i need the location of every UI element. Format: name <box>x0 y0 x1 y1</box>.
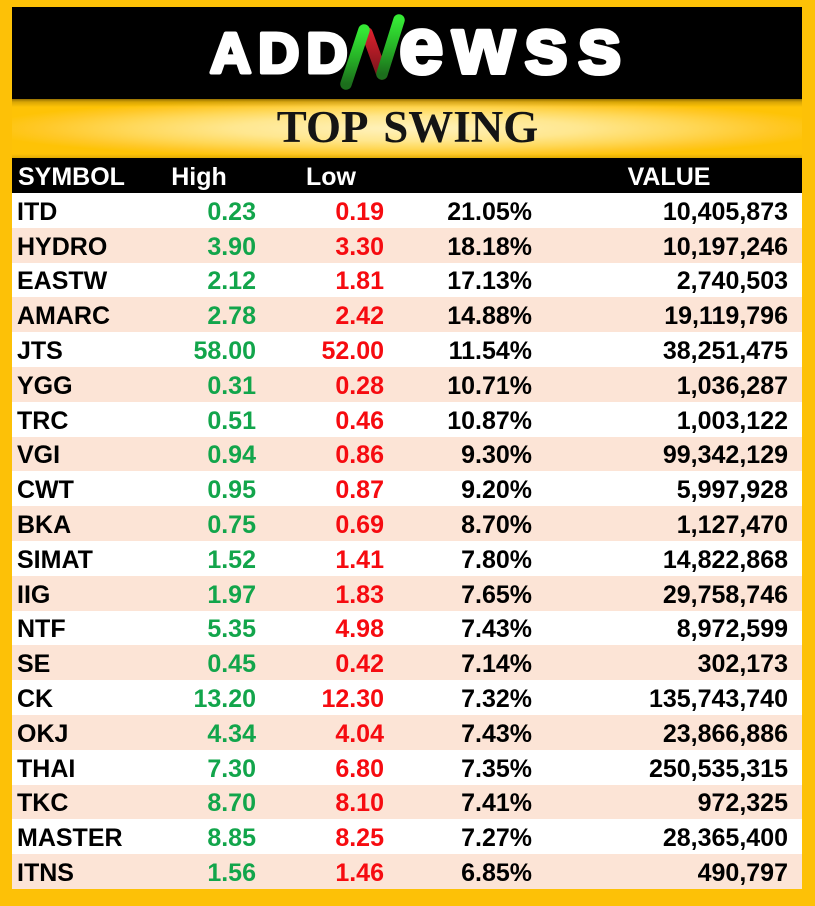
svg-text:ADD: ADD <box>210 22 355 86</box>
svg-text:ewss: ewss <box>399 7 631 90</box>
